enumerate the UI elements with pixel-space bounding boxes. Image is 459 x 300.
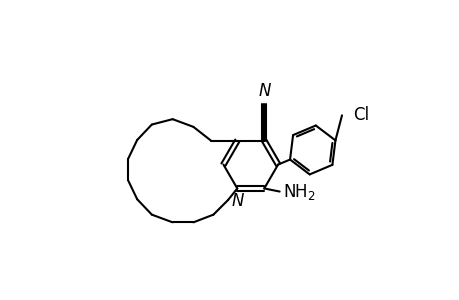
Text: N: N [257,82,270,100]
Text: Cl: Cl [352,106,368,124]
Text: N: N [230,191,243,209]
Text: NH$_2$: NH$_2$ [283,182,315,202]
